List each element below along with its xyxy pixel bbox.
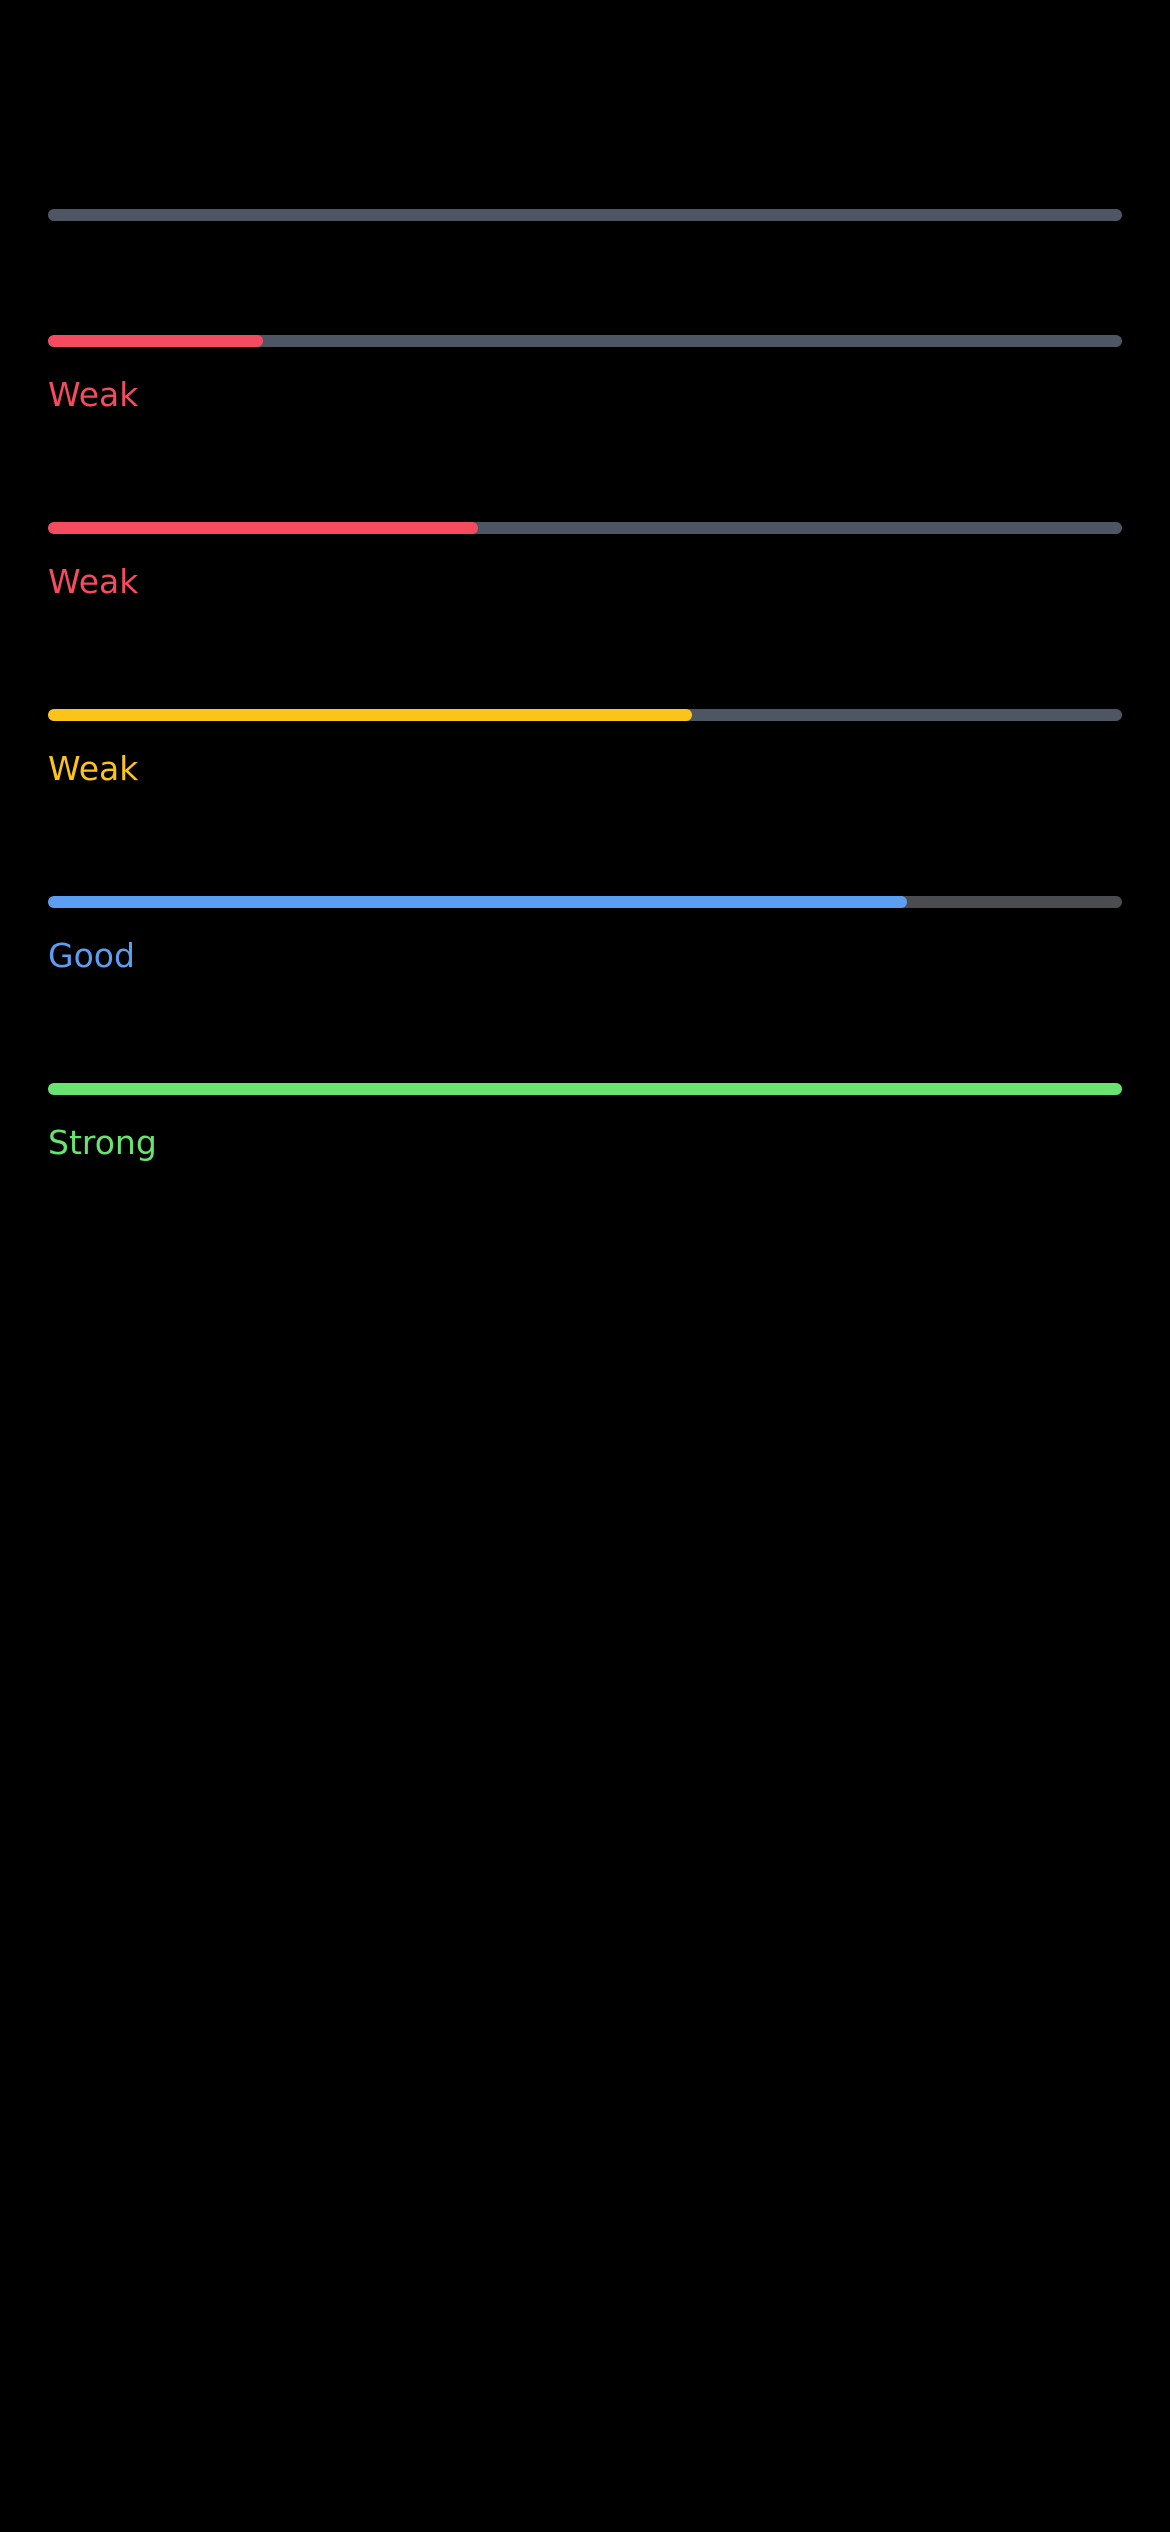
strength-label: Strong bbox=[48, 1123, 157, 1162]
strength-label: Weak bbox=[48, 749, 139, 788]
strength-label: Weak bbox=[48, 375, 139, 414]
strength-track bbox=[48, 709, 1122, 721]
strength-label: Weak bbox=[48, 562, 139, 601]
password-strength-meter-empty bbox=[48, 209, 1122, 221]
strength-track bbox=[48, 335, 1122, 347]
password-strength-meter-weak-1: Weak bbox=[48, 335, 1122, 413]
strength-fill bbox=[48, 335, 263, 347]
strength-track bbox=[48, 209, 1122, 221]
password-strength-meter-weak-3: Weak bbox=[48, 709, 1122, 787]
strength-fill bbox=[48, 1083, 1122, 1095]
strength-fill bbox=[48, 522, 478, 534]
strength-track bbox=[48, 1083, 1122, 1095]
strength-fill bbox=[48, 709, 693, 721]
password-strength-meter-weak-2: Weak bbox=[48, 522, 1122, 600]
strength-track bbox=[48, 522, 1122, 534]
strength-fill bbox=[48, 896, 908, 908]
strength-label: Good bbox=[48, 936, 135, 975]
strength-track bbox=[48, 896, 1122, 908]
password-strength-meter-good: Good bbox=[48, 896, 1122, 974]
password-strength-meter-strong: Strong bbox=[48, 1083, 1122, 1161]
